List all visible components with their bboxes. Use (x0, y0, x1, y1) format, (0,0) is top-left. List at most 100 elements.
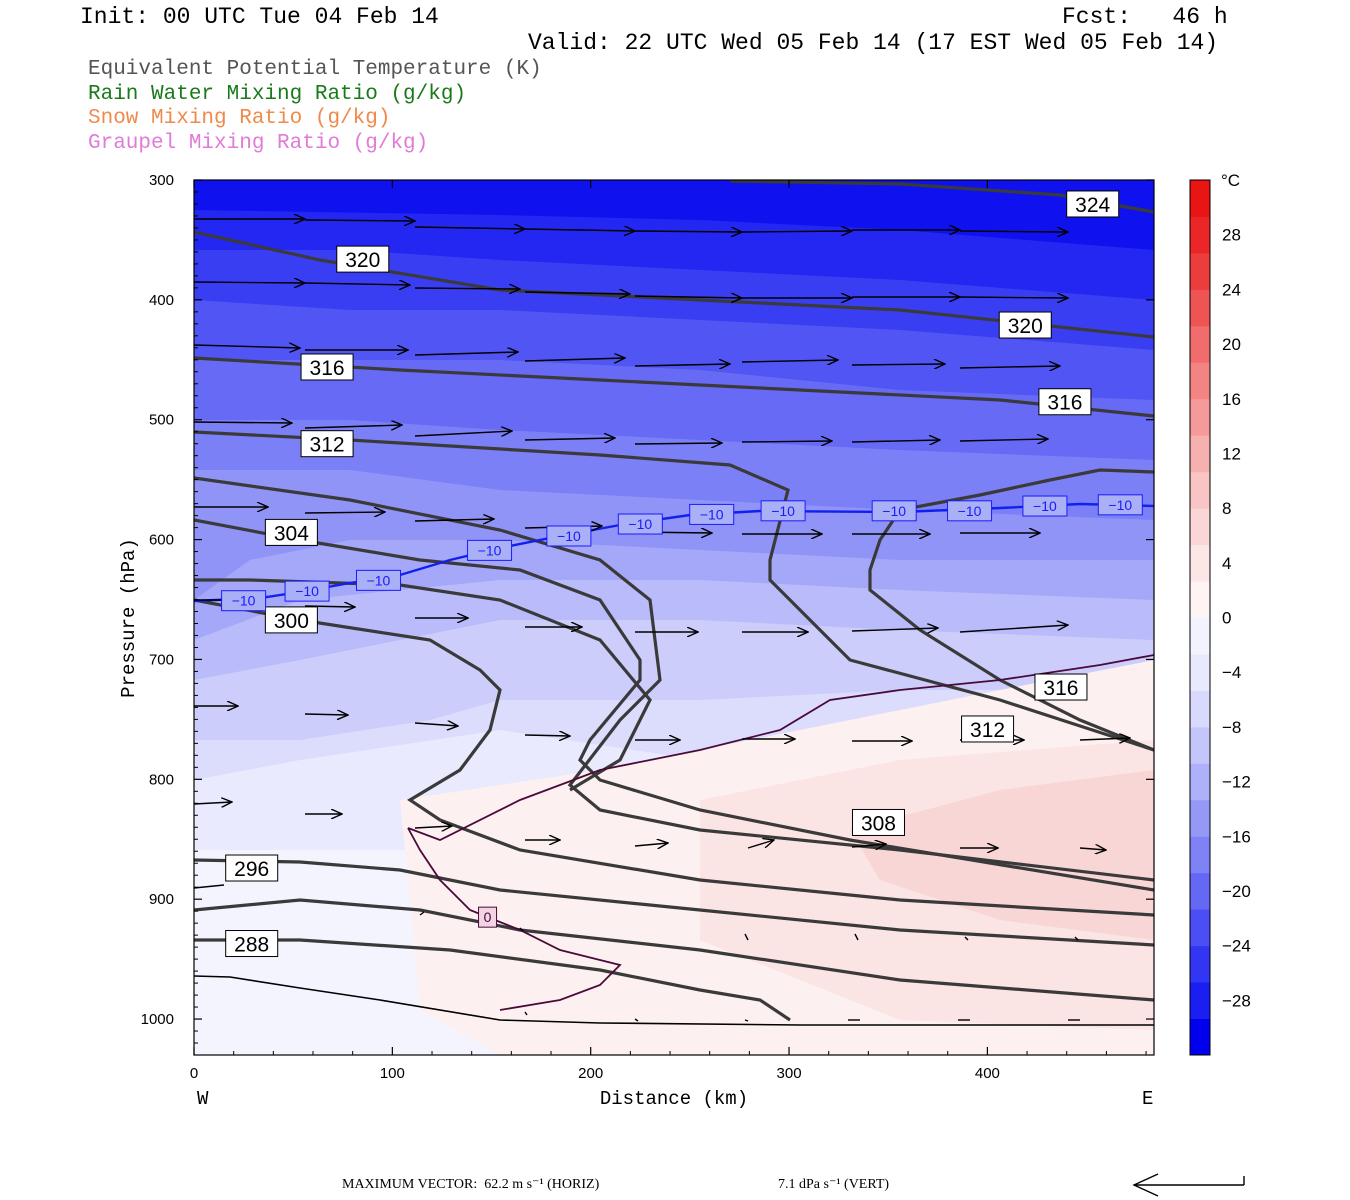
svg-text:−10: −10 (771, 503, 795, 519)
y-tick-label: 800 (149, 771, 174, 788)
isotherm-label: −10 (546, 525, 592, 547)
init-time: Init: 00 UTC Tue 04 Feb 14 (80, 4, 439, 30)
theta-e-label: 320 (998, 311, 1052, 339)
plot-frame (193, 179, 1155, 1056)
y-tick-label: 500 (149, 412, 174, 429)
y-axis-label: Pressure (hPa) (118, 538, 140, 698)
theta-e-label: 300 (264, 606, 318, 634)
colorbar-label: 12 (1222, 444, 1241, 463)
theta-e-label: 308 (851, 808, 905, 836)
colorbar-swatch (1190, 398, 1210, 436)
colorbar-swatch (1190, 690, 1210, 728)
y-tick-label: 900 (149, 891, 174, 908)
colorbar-label: 16 (1222, 390, 1241, 409)
legend-graupel: Graupel Mixing Ratio (g/kg) (88, 132, 429, 155)
legend-rain: Rain Water Mixing Ratio (g/kg) (88, 83, 467, 106)
svg-text:−10: −10 (557, 528, 581, 544)
svg-text:−10: −10 (1033, 498, 1057, 514)
svg-text:−10: −10 (1108, 497, 1132, 513)
colorbar-swatch (1190, 763, 1210, 801)
colorbar-frame (1189, 179, 1211, 1056)
y-tick-label: 600 (149, 532, 174, 549)
legend-snow: Snow Mixing Ratio (g/kg) (88, 107, 391, 130)
valid-time: Valid: 22 UTC Wed 05 Feb 14 (17 EST Wed … (528, 30, 1219, 56)
isotherm-label: −10 (1022, 495, 1068, 517)
colorbar-swatch (1190, 799, 1210, 837)
colorbar-swatch (1190, 435, 1210, 473)
zero-isotherm (407, 654, 1154, 1011)
x-tick-label: 100 (380, 1065, 405, 1082)
svg-text:312: 312 (310, 434, 345, 457)
colorbar-label: 0 (1222, 609, 1231, 628)
isotherm-label: −10 (689, 503, 735, 525)
svg-text:320: 320 (1008, 315, 1043, 338)
x-end-label-west: W (197, 1088, 209, 1110)
colorbar-label: −24 (1222, 937, 1251, 956)
theta-e-label: 312 (961, 715, 1015, 743)
colorbar-swatch (1190, 836, 1210, 874)
svg-text:−10: −10 (958, 503, 982, 519)
y-tick-label: 1000 (141, 1011, 174, 1028)
colorbar-swatch (1190, 216, 1210, 254)
colorbar-swatch (1190, 544, 1210, 582)
x-tick-label: 200 (578, 1065, 603, 1082)
colorbar-label: 24 (1222, 280, 1241, 299)
isotherm-label: −10 (760, 500, 806, 522)
svg-text:−10: −10 (628, 516, 652, 532)
colorbar-swatch (1190, 471, 1210, 509)
x-tick-label: 0 (190, 1065, 198, 1082)
svg-text:296: 296 (234, 858, 269, 881)
forecast-hour: Fcst: 46 h (1062, 4, 1228, 30)
svg-text:324: 324 (1075, 194, 1110, 217)
colorbar-label: 4 (1222, 554, 1231, 573)
theta-e-label: 304 (264, 518, 318, 546)
theta-e-label: 324 (1066, 190, 1120, 218)
colorbar-swatch (1190, 726, 1210, 764)
colorbar-label: −20 (1222, 882, 1251, 901)
reference-vector-arrow (1132, 1173, 1245, 1197)
y-tick-label: 300 (149, 172, 174, 189)
theta-e-label: 288 (225, 930, 279, 958)
colorbar-swatch (1190, 581, 1210, 618)
colorbar-swatch (1190, 872, 1210, 910)
colorbar-swatch (1190, 325, 1210, 363)
colorbar-swatch (1190, 617, 1210, 655)
theta-e-label: 316 (1038, 388, 1092, 416)
colorbar-label: −8 (1222, 718, 1241, 737)
svg-text:−10: −10 (367, 572, 391, 588)
zero-label-text: 0 (484, 909, 492, 925)
colorbar-swatch (1190, 909, 1210, 947)
theta-e-contours (194, 180, 1154, 1022)
svg-text:288: 288 (234, 934, 269, 957)
svg-text:−10: −10 (295, 583, 319, 599)
theta-e-label: 316 (300, 353, 354, 381)
svg-text:320: 320 (345, 249, 380, 272)
colorbar-swatch (1190, 1018, 1210, 1056)
isotherm-label: −10 (1097, 494, 1143, 516)
svg-text:−10: −10 (478, 542, 502, 558)
colorbar-swatch (1190, 653, 1210, 691)
max-vector-text: MAXIMUM VECTOR: 62.2 m s⁻¹ (HORIZ) (342, 1177, 600, 1192)
svg-text:316: 316 (310, 357, 345, 380)
colorbar-swatch (1190, 508, 1210, 546)
y-tick-label: 400 (149, 292, 174, 309)
colorbar-swatch (1190, 180, 1210, 217)
svg-text:312: 312 (970, 719, 1005, 742)
colorbar-swatch (1190, 289, 1210, 327)
theta-e-label: 312 (300, 430, 354, 458)
colorbar-label: −12 (1222, 773, 1251, 792)
x-axis: 0 100 200 300 400 (190, 180, 1147, 1082)
colorbar-swatch (1190, 945, 1210, 983)
svg-text:316: 316 (1043, 677, 1078, 700)
ground-line (194, 975, 1154, 1026)
colorbar-swatch (1190, 252, 1210, 290)
isotherm-label: −10 (467, 539, 513, 561)
theta-e-label: 320 (336, 245, 390, 273)
temperature-shading (194, 180, 1154, 1055)
colorbar-label: 28 (1222, 226, 1241, 245)
x-tick-label: 300 (777, 1065, 802, 1082)
isotherm-label: −10 (871, 500, 917, 522)
colorbar-label: −4 (1222, 663, 1241, 682)
colorbar-label: 20 (1222, 335, 1241, 354)
